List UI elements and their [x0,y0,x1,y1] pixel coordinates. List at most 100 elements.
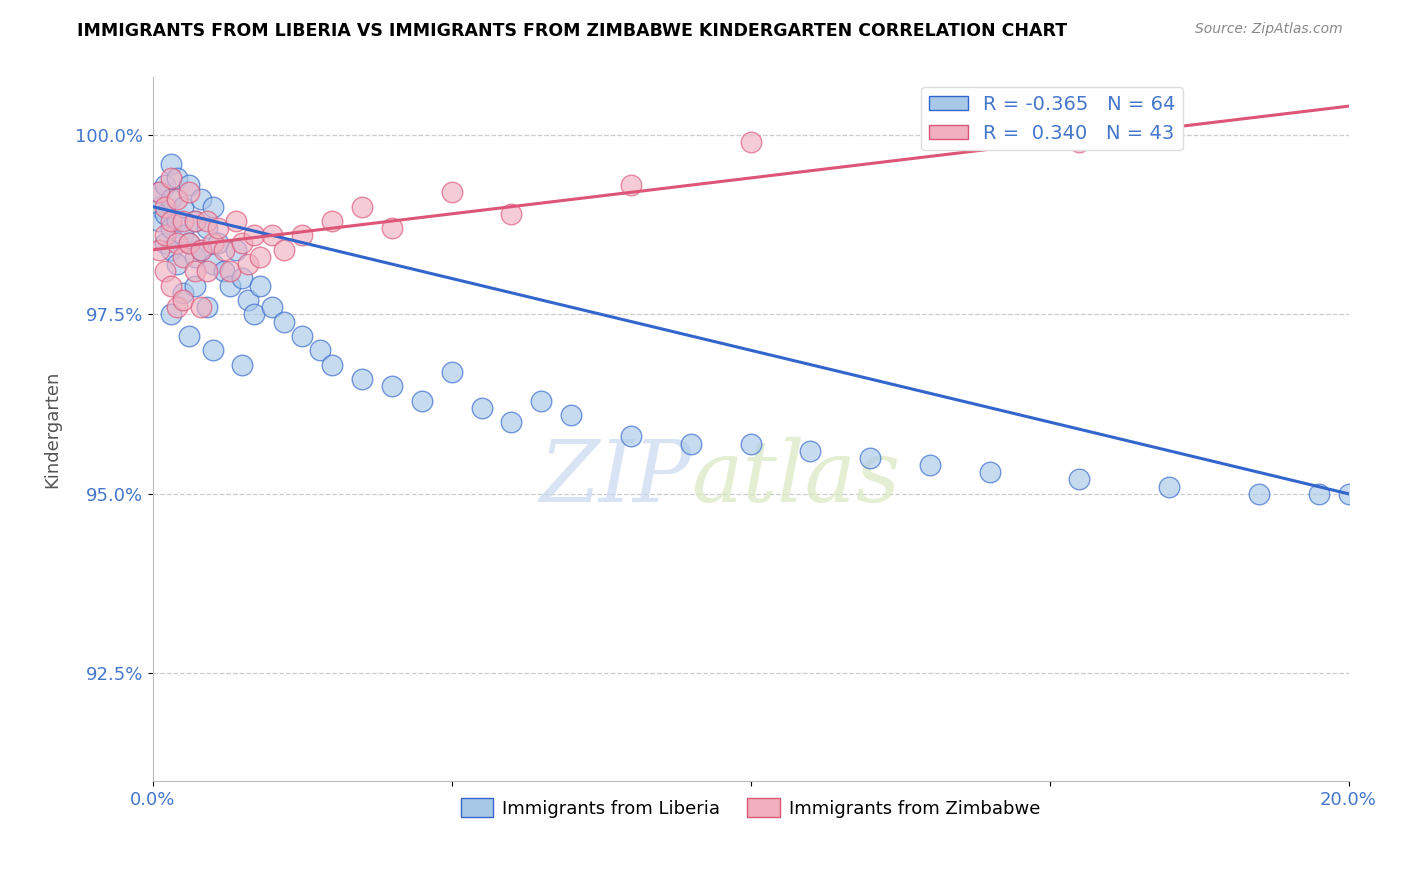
Point [190,243,212,257]
Point [219,278,242,293]
Point [440,186,463,200]
Point [740,436,762,450]
Point [799,443,821,458]
Text: IMMIGRANTS FROM LIBERIA VS IMMIGRANTS FROM ZIMBABWE KINDERGARTEN CORRELATION CHA: IMMIGRANTS FROM LIBERIA VS IMMIGRANTS FR… [77,22,1067,40]
Point [201,257,224,271]
Point [620,178,643,193]
Point [172,200,194,214]
Point [249,250,271,264]
Point [231,271,253,285]
Point [1159,480,1181,494]
Point [148,186,170,200]
Point [183,264,205,278]
Point [195,214,218,228]
Point [214,243,236,257]
Point [166,300,188,314]
Point [183,214,205,228]
Point [249,278,271,293]
Point [273,314,295,328]
Point [1069,135,1091,149]
Point [148,200,170,214]
Point [530,393,553,408]
Point [183,278,205,293]
Point [159,193,181,207]
Point [560,408,582,422]
Point [195,264,218,278]
Point [411,393,433,408]
Point [350,200,373,214]
Point [195,221,218,235]
Point [291,329,314,343]
Point [225,214,247,228]
Point [381,221,404,235]
Point [159,221,181,235]
Point [183,214,205,228]
Point [148,214,170,228]
Point [859,450,882,465]
Point [148,243,170,257]
Point [201,200,224,214]
Point [219,264,242,278]
Point [159,278,181,293]
Point [214,264,236,278]
Point [501,207,523,221]
Point [207,221,229,235]
Point [159,307,181,321]
Point [190,243,212,257]
Point [177,186,200,200]
Point [153,228,176,243]
Point [177,235,200,250]
Point [262,300,284,314]
Point [1247,487,1270,501]
Point [273,243,295,257]
Point [679,436,702,450]
Text: atlas: atlas [690,437,900,520]
Point [166,257,188,271]
Point [177,235,200,250]
Point [153,207,176,221]
Point [172,250,194,264]
Point [1098,128,1121,142]
Point [153,264,176,278]
Point [440,365,463,379]
Y-axis label: Kindergarten: Kindergarten [44,370,60,488]
Point [1069,473,1091,487]
Point [177,178,200,193]
Point [166,193,188,207]
Point [740,135,762,149]
Point [381,379,404,393]
Point [153,235,176,250]
Point [979,465,1001,479]
Text: Source: ZipAtlas.com: Source: ZipAtlas.com [1195,22,1343,37]
Point [201,235,224,250]
Legend: Immigrants from Liberia, Immigrants from Zimbabwe: Immigrants from Liberia, Immigrants from… [454,790,1047,825]
Point [291,228,314,243]
Point [166,170,188,185]
Point [350,372,373,386]
Point [148,186,170,200]
Point [183,250,205,264]
Point [190,193,212,207]
Point [201,343,224,358]
Point [231,235,253,250]
Point [190,300,212,314]
Point [321,214,343,228]
Point [153,178,176,193]
Point [231,358,253,372]
Point [238,293,260,307]
Point [166,214,188,228]
Point [159,243,181,257]
Point [166,235,188,250]
Point [620,429,643,443]
Point [501,415,523,429]
Point [159,214,181,228]
Point [159,156,181,170]
Point [172,228,194,243]
Point [238,257,260,271]
Point [153,200,176,214]
Point [207,235,229,250]
Point [195,300,218,314]
Point [177,329,200,343]
Point [243,307,266,321]
Point [172,285,194,300]
